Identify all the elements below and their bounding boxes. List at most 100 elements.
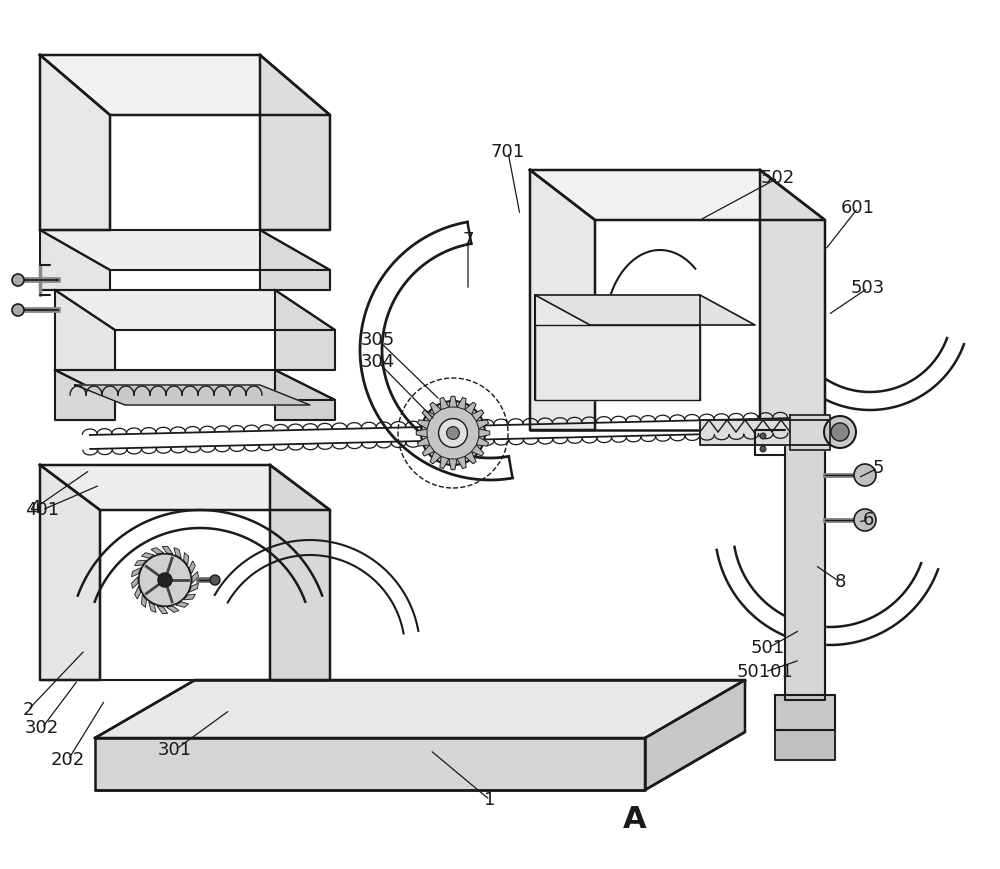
Polygon shape xyxy=(135,561,146,566)
Polygon shape xyxy=(476,420,489,429)
Circle shape xyxy=(12,274,24,286)
Polygon shape xyxy=(132,567,141,577)
Text: 4: 4 xyxy=(29,499,41,517)
Polygon shape xyxy=(151,547,164,554)
Polygon shape xyxy=(189,561,195,574)
Polygon shape xyxy=(417,420,430,429)
Polygon shape xyxy=(440,456,449,468)
Polygon shape xyxy=(260,55,330,230)
Polygon shape xyxy=(465,452,476,464)
Polygon shape xyxy=(162,547,173,554)
Polygon shape xyxy=(95,738,645,790)
Polygon shape xyxy=(275,290,335,370)
Polygon shape xyxy=(449,459,457,470)
Circle shape xyxy=(158,573,172,587)
Polygon shape xyxy=(174,547,181,558)
Circle shape xyxy=(824,416,856,448)
Circle shape xyxy=(421,401,485,465)
Polygon shape xyxy=(55,370,115,420)
Polygon shape xyxy=(775,695,835,730)
Text: 502: 502 xyxy=(761,169,795,187)
Text: 1: 1 xyxy=(484,791,496,809)
Polygon shape xyxy=(530,170,825,220)
Circle shape xyxy=(854,464,876,486)
Polygon shape xyxy=(416,429,427,437)
Polygon shape xyxy=(55,370,335,400)
Polygon shape xyxy=(472,410,484,421)
Text: 5: 5 xyxy=(872,459,884,477)
Polygon shape xyxy=(40,465,330,510)
Circle shape xyxy=(12,304,24,316)
Text: 8: 8 xyxy=(834,573,846,591)
Text: 304: 304 xyxy=(361,353,395,371)
Polygon shape xyxy=(149,601,156,613)
Polygon shape xyxy=(75,385,310,405)
Polygon shape xyxy=(260,230,330,290)
Text: 701: 701 xyxy=(491,143,525,161)
Polygon shape xyxy=(449,396,457,407)
Polygon shape xyxy=(40,465,100,680)
Polygon shape xyxy=(535,325,700,400)
Polygon shape xyxy=(472,445,484,456)
Text: 7: 7 xyxy=(462,231,474,249)
Polygon shape xyxy=(422,410,434,421)
Text: A: A xyxy=(623,806,647,834)
Text: 501: 501 xyxy=(751,639,785,657)
Polygon shape xyxy=(457,397,466,409)
Text: 301: 301 xyxy=(158,741,192,759)
Text: 50101: 50101 xyxy=(737,663,793,681)
Polygon shape xyxy=(760,170,825,430)
Polygon shape xyxy=(184,553,189,565)
Text: 202: 202 xyxy=(51,751,85,769)
Polygon shape xyxy=(132,577,138,588)
Polygon shape xyxy=(465,402,476,415)
Text: 2: 2 xyxy=(22,701,34,719)
Polygon shape xyxy=(192,572,198,583)
Polygon shape xyxy=(440,397,449,409)
Polygon shape xyxy=(55,290,335,330)
Polygon shape xyxy=(785,430,825,700)
Polygon shape xyxy=(40,230,110,290)
Polygon shape xyxy=(530,170,595,430)
Polygon shape xyxy=(184,594,195,600)
Polygon shape xyxy=(40,230,330,270)
Circle shape xyxy=(210,575,220,585)
Polygon shape xyxy=(645,680,745,790)
Polygon shape xyxy=(95,680,745,738)
Circle shape xyxy=(439,419,467,448)
Polygon shape xyxy=(141,553,154,558)
Text: 503: 503 xyxy=(851,279,885,297)
Text: 302: 302 xyxy=(25,719,59,737)
Polygon shape xyxy=(40,55,330,115)
Polygon shape xyxy=(430,402,441,415)
Text: 6: 6 xyxy=(862,511,874,529)
Polygon shape xyxy=(479,429,490,437)
Polygon shape xyxy=(775,730,835,760)
Polygon shape xyxy=(700,420,840,445)
Polygon shape xyxy=(417,437,430,446)
Polygon shape xyxy=(422,445,434,456)
Polygon shape xyxy=(40,55,110,230)
Polygon shape xyxy=(141,595,146,607)
Circle shape xyxy=(447,427,459,440)
Polygon shape xyxy=(535,295,755,325)
Polygon shape xyxy=(135,587,141,599)
Circle shape xyxy=(831,423,849,441)
Text: 401: 401 xyxy=(25,501,59,519)
Polygon shape xyxy=(457,456,466,468)
Text: 305: 305 xyxy=(361,331,395,349)
Circle shape xyxy=(760,433,766,439)
Polygon shape xyxy=(476,437,489,446)
Polygon shape xyxy=(176,601,189,607)
Polygon shape xyxy=(157,606,168,614)
Polygon shape xyxy=(275,370,335,420)
Polygon shape xyxy=(790,415,830,450)
Text: 601: 601 xyxy=(841,199,875,217)
Circle shape xyxy=(139,554,191,607)
Circle shape xyxy=(854,509,876,531)
Polygon shape xyxy=(55,290,115,370)
Polygon shape xyxy=(166,606,179,613)
Polygon shape xyxy=(270,465,330,680)
Polygon shape xyxy=(430,452,441,464)
Polygon shape xyxy=(189,583,198,593)
